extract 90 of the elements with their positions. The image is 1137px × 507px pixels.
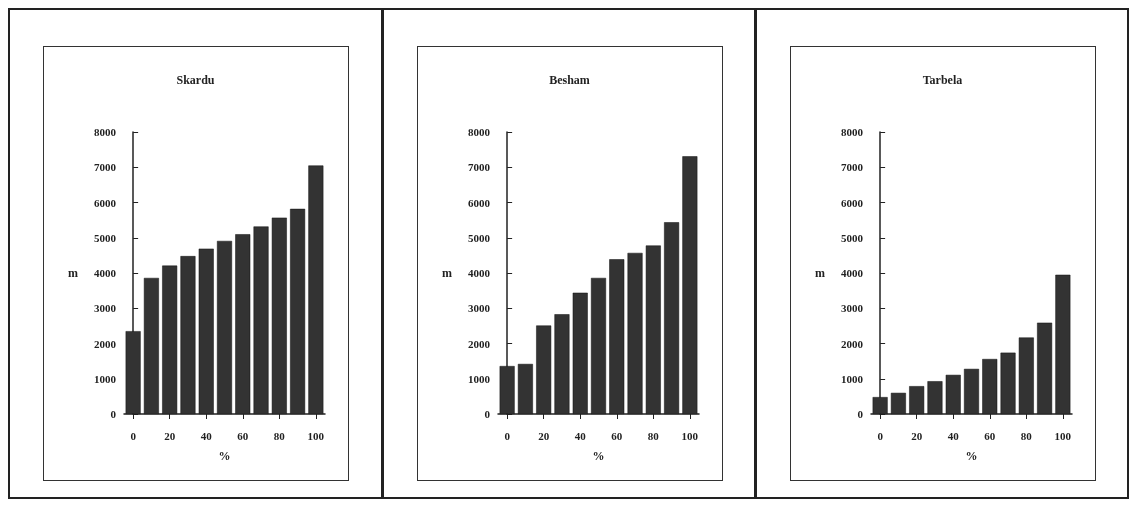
y-tick-label: 3000 [841,302,864,315]
bar [909,386,925,414]
x-tick-label: 20 [911,429,923,442]
y-tick-label: 5000 [841,231,864,244]
bar [627,252,643,414]
bar [572,292,588,414]
panel-frame: m % 0 1000 2000 3000 4000 5000 6000 7000 8000 0 20 40 60 80 100 Skardu [43,46,349,481]
bar [682,156,698,414]
y-tick-label: 8000 [468,126,491,138]
bar [664,222,680,414]
y-tick-label: 6000 [468,196,491,209]
bar [890,392,906,414]
y-tick-label: 6000 [94,196,117,209]
bar [253,226,269,414]
bar [517,363,533,414]
x-tick-label: 20 [538,429,550,442]
y-tick-label: 3000 [94,302,117,315]
y-tick-label: 4000 [468,267,491,279]
y-tick-label: 1000 [468,372,491,385]
y-tick-label: 5000 [468,231,491,244]
y-tick-label: 7000 [841,161,864,174]
bar [1000,352,1016,414]
x-tick-label: 80 [273,429,286,442]
bar [872,397,888,414]
y-axis-title: m [442,266,452,280]
y-tick-label: 6000 [841,196,864,209]
bar [217,240,232,414]
x-tick-label: 100 [307,429,325,442]
y-axis-title: m [68,266,78,280]
y-tick-label: 7000 [468,161,491,174]
bar [271,217,287,414]
panel-frame: m % 0 1000 2000 3000 4000 5000 6000 7000 8000 0 20 40 60 80 100 Tarbela [790,46,1096,481]
bar [964,368,979,414]
x-tick-label: 80 [647,429,660,442]
bar [235,234,251,414]
y-tick-label: 8000 [841,126,864,138]
y-tick-label: 2000 [468,337,491,350]
x-tick-label: 0 [877,429,884,442]
bar [198,248,214,414]
bar [982,359,998,414]
bar [125,331,141,414]
chart-title: Tarbela [922,73,963,87]
x-axis-title: % [592,449,605,463]
x-tick-label: 40 [947,429,960,442]
x-tick-label: 40 [200,429,213,442]
x-tick-label: 100 [681,429,699,442]
bar [1018,337,1034,414]
bar [591,277,606,414]
bar [609,259,625,414]
x-axis-title: % [218,449,231,463]
y-tick-label: 8000 [94,126,117,138]
bar [927,381,943,414]
x-tick-label: 60 [611,429,623,442]
bar [554,314,570,414]
x-tick-label: 0 [504,429,511,442]
bar [1055,274,1071,414]
y-tick-label: 2000 [841,337,864,350]
bar [308,165,324,414]
x-axis-title: % [965,449,978,463]
y-tick-label: 4000 [841,267,864,279]
bar [290,208,306,414]
y-tick-label: 5000 [94,231,117,244]
x-tick-label: 80 [1020,429,1033,442]
y-tick-label: 3000 [468,302,491,315]
y-tick-label: 7000 [94,161,117,174]
panel-frame: m % 0 1000 2000 3000 4000 5000 6000 7000 8000 0 20 40 60 80 100 Besham [417,46,723,481]
chart-title: Besham [549,73,590,87]
x-tick-label: 40 [574,429,587,442]
bar [499,366,515,414]
y-tick-label: 4000 [94,267,117,279]
bar [645,245,661,414]
x-tick-label: 100 [1054,429,1072,442]
y-tick-label: 0 [110,408,117,420]
bar [180,256,196,414]
y-tick-label: 2000 [94,337,117,350]
x-tick-label: 60 [237,429,249,442]
bar [1037,322,1053,414]
chart-title: Skardu [176,73,215,87]
y-tick-label: 1000 [841,372,864,385]
bar [945,374,961,414]
x-tick-label: 60 [984,429,996,442]
x-tick-label: 0 [130,429,137,442]
bar [162,265,178,414]
bar [536,325,552,414]
y-axis-title: m [815,266,825,280]
x-tick-label: 20 [164,429,176,442]
y-tick-label: 0 [484,408,491,420]
bar [143,277,159,414]
y-tick-label: 0 [857,408,864,420]
y-tick-label: 1000 [94,372,117,385]
